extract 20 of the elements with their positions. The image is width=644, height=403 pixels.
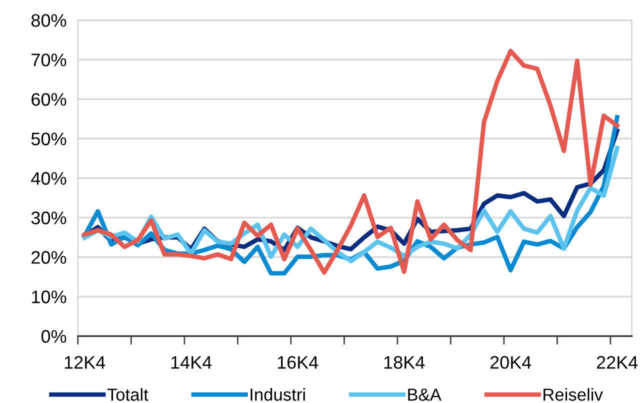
x-tick-label: 18K4 — [384, 356, 425, 369]
y-tick-label: 70% — [32, 54, 66, 66]
y-tick-label: 60% — [32, 93, 66, 106]
x-tick-label: 20K4 — [490, 356, 532, 369]
y-tick-label: 50% — [31, 132, 66, 146]
x-tick-label: 22K4 — [596, 356, 638, 369]
legend-label: Totalt — [107, 388, 148, 401]
y-tick-label: 0% — [41, 330, 66, 343]
legend-label: B&A — [408, 388, 442, 401]
y-tick-label: 20% — [32, 251, 66, 264]
y-tick-label: 10% — [32, 290, 66, 304]
x-tick-label: 14K4 — [171, 356, 212, 369]
y-tick-label: 40% — [31, 172, 66, 185]
legend-label: Industri — [250, 388, 305, 401]
x-tick-label: 12K4 — [64, 356, 106, 369]
y-tick-label: 30% — [31, 212, 66, 224]
line-series — [82, 48, 620, 275]
y-tick-label: 80% — [31, 14, 66, 27]
legend-label: Reiseliv — [544, 388, 603, 401]
x-tick-label: 16K4 — [278, 356, 318, 369]
